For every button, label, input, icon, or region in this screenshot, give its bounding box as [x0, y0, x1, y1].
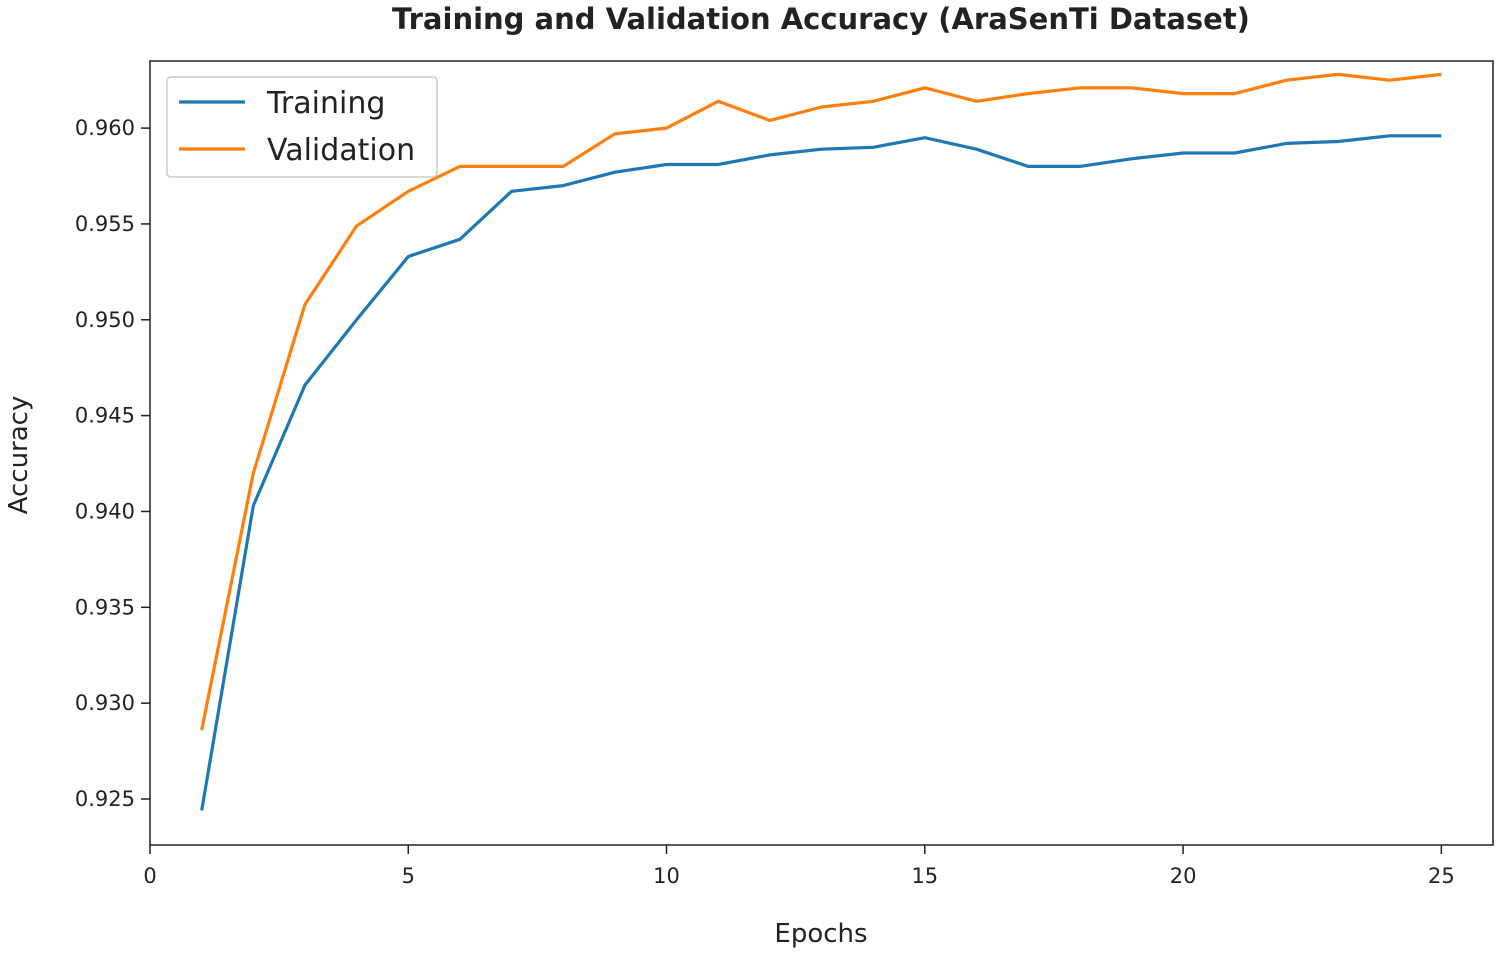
x-tick-label: 5 — [402, 864, 415, 888]
y-tick-label: 0.960 — [75, 116, 135, 140]
y-tick-label: 0.940 — [75, 499, 135, 523]
x-tick-label: 15 — [911, 864, 938, 888]
x-tick-label: 25 — [1428, 864, 1455, 888]
x-tick-label: 10 — [653, 864, 680, 888]
y-tick-label: 0.925 — [75, 787, 135, 811]
x-tick-label: 0 — [143, 864, 156, 888]
series-lines — [200, 72, 1442, 811]
y-tick-label: 0.945 — [75, 404, 135, 428]
axes: 0 5 10 15 20 25 0.925 0.930 0.935 0.940 0.945 0.950… — [75, 60, 1494, 888]
y-tick-label: 0.955 — [75, 212, 135, 236]
x-tick-label: 20 — [1170, 864, 1197, 888]
x-axis-label: Epochs — [774, 919, 867, 949]
plot-frame — [149, 60, 1494, 846]
y-axis-label: Accuracy — [4, 396, 34, 515]
y-tick-label: 0.935 — [75, 595, 135, 619]
chart-title: Training and Validation Accuracy (AraSen… — [392, 2, 1250, 36]
legend: Training Validation — [166, 76, 438, 178]
y-tick-label: 0.930 — [75, 691, 135, 715]
legend-label-training: Training — [266, 86, 385, 121]
legend-label-validation: Validation — [267, 133, 415, 168]
y-tick-label: 0.950 — [75, 308, 135, 332]
series-line-validation — [200, 72, 1442, 731]
series-line-training — [200, 134, 1442, 811]
